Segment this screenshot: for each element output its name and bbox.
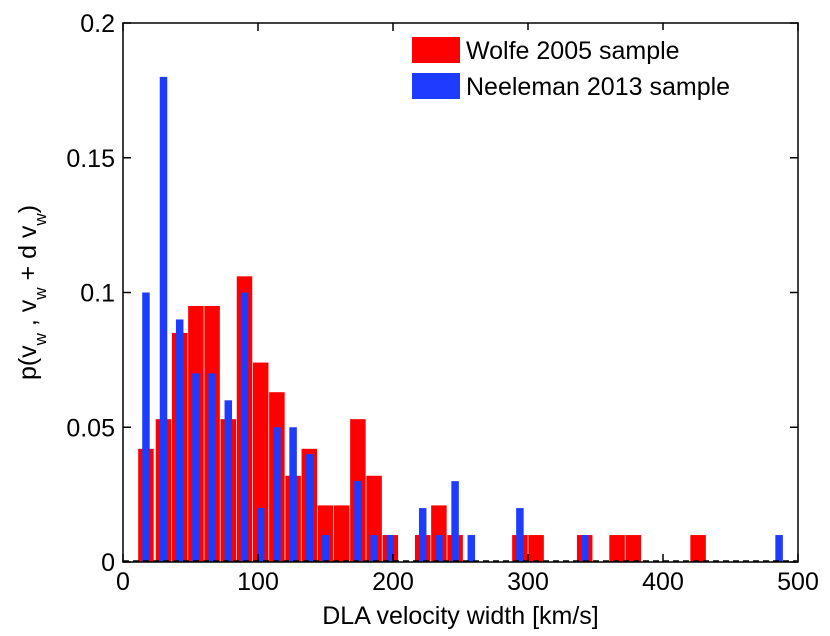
bar-neeleman-11 (321, 535, 330, 562)
bar-wolfe-22 (609, 535, 625, 562)
series-wolfe-bars (138, 276, 706, 562)
y-tick-label-1: 0.05 (66, 414, 115, 442)
legend-swatch-wolfe (412, 37, 460, 63)
x-tick-label-1: 100 (237, 568, 279, 596)
x-tick-label-0: 0 (116, 568, 130, 596)
y-axis-label-sub-3: w (31, 213, 50, 227)
bar-wolfe-20 (528, 535, 544, 562)
x-axis: 0 100 200 300 400 500 (116, 23, 819, 596)
bar-wolfe-11 (317, 505, 334, 562)
bar-neeleman-20 (580, 535, 589, 562)
bar-neeleman-15 (418, 508, 427, 562)
bar-wolfe-24 (690, 535, 706, 562)
y-axis: 0 0.05 0.1 0.15 0.2 (66, 10, 798, 577)
bar-neeleman-10 (305, 454, 314, 562)
legend-label-neeleman: Neeleman 2013 sample (466, 73, 730, 101)
bar-neeleman-4 (208, 373, 216, 562)
legend: Wolfe 2005 sample Neeleman 2013 sample (405, 30, 790, 110)
x-axis-label: DLA velocity width [km/s] (322, 602, 598, 630)
y-tick-label-0: 0 (101, 549, 115, 577)
bar-neeleman-21 (775, 535, 783, 562)
series-neeleman-bars (142, 76, 783, 563)
y-axis-label-sub-2: w (31, 287, 50, 301)
bar-neeleman-0 (142, 292, 150, 562)
y-tick-label-4: 0.2 (80, 10, 115, 38)
y-tick-label-3: 0.15 (66, 145, 115, 173)
bar-neeleman-19 (516, 508, 524, 562)
bar-neeleman-12 (354, 481, 362, 562)
bar-wolfe-12 (333, 505, 350, 562)
bar-wolfe-7 (252, 362, 269, 562)
x-tick-label-2: 200 (372, 568, 414, 596)
bar-wolfe-23 (625, 535, 642, 562)
bar-neeleman-14 (386, 535, 395, 562)
bar-wolfe-14 (366, 475, 382, 562)
x-tick-label-5: 500 (777, 568, 819, 596)
bar-neeleman-7 (256, 508, 265, 562)
bar-neeleman-16 (435, 535, 443, 562)
legend-swatch-neeleman (412, 73, 460, 99)
y-tick-label-2: 0.1 (80, 280, 115, 308)
bar-neeleman-18 (467, 535, 476, 562)
bar-neeleman-17 (451, 481, 459, 562)
bar-neeleman-1 (159, 76, 168, 563)
bar-neeleman-13 (370, 535, 378, 562)
bar-neeleman-6 (240, 292, 249, 562)
bar-neeleman-3 (192, 373, 200, 562)
bar-neeleman-9 (289, 427, 297, 562)
x-tick-label-3: 300 (507, 568, 549, 596)
bar-neeleman-2 (175, 319, 184, 562)
legend-box (405, 30, 790, 110)
legend-label-wolfe: Wolfe 2005 sample (466, 37, 680, 65)
bar-neeleman-5 (224, 400, 233, 562)
bar-wolfe-17 (431, 505, 447, 562)
bar-neeleman-8 (273, 427, 281, 562)
y-axis-label-sub-1: w (31, 332, 50, 346)
x-tick-label-4: 400 (642, 568, 684, 596)
